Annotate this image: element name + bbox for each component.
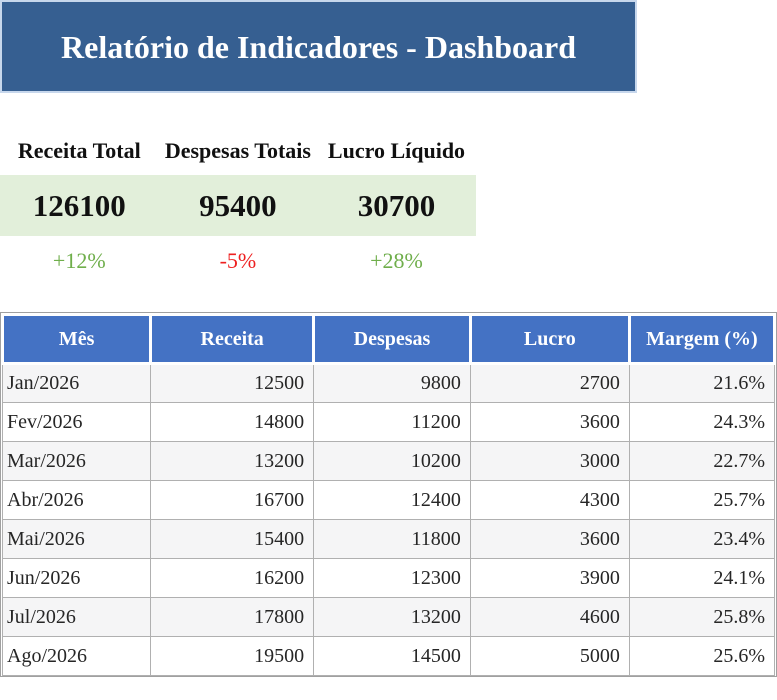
table-row: Jan/2026 12500 9800 2700 21.6% (1, 363, 776, 403)
table-row: Jul/2026 17800 13200 4600 25.8% (1, 597, 776, 637)
table-header-row: Mês Receita Despesas Lucro Margem (%) (0, 313, 777, 365)
value-cell: 25.7% (628, 480, 776, 520)
value-cell: 3600 (469, 402, 630, 442)
kpi-values-row: 126100 95400 30700 (0, 175, 476, 236)
value-cell: 15400 (150, 519, 315, 559)
kpi-deltas-row: +12% -5% +28% (0, 248, 476, 274)
column-header-0: Mês (0, 313, 153, 365)
table-row: Abr/2026 16700 12400 4300 25.7% (1, 480, 776, 520)
value-cell: 13200 (313, 597, 471, 637)
month-cell: Jul/2026 (1, 597, 152, 637)
value-cell: 13200 (150, 441, 315, 481)
value-cell: 3000 (469, 441, 630, 481)
value-cell: 10200 (313, 441, 471, 481)
indicators-table-wrapper: Mês Receita Despesas Lucro Margem (%) Jan/20… (0, 312, 777, 677)
value-cell: 24.1% (628, 558, 776, 598)
value-cell: 22.7% (628, 441, 776, 481)
value-cell: 12300 (313, 558, 471, 598)
month-cell: Mar/2026 (1, 441, 152, 481)
kpi-delta-1: -5% (219, 248, 257, 273)
kpi-value-2: 30700 (357, 187, 436, 223)
value-cell: 11200 (313, 402, 471, 442)
value-cell: 21.6% (628, 363, 776, 403)
value-cell: 9800 (313, 363, 471, 403)
column-header-4: Margem (%) (627, 313, 777, 365)
value-cell: 3900 (469, 558, 630, 598)
value-cell: 14500 (313, 636, 471, 676)
value-cell: 25.8% (628, 597, 776, 637)
value-cell: 17800 (150, 597, 315, 637)
table-row: Jun/2026 16200 12300 3900 24.1% (1, 558, 776, 598)
kpi-value-0: 126100 (32, 187, 126, 223)
value-cell: 2700 (469, 363, 630, 403)
kpi-value-1: 95400 (199, 187, 277, 223)
month-cell: Mai/2026 (1, 519, 152, 559)
kpi-label-2: Lucro Líquido (327, 138, 466, 163)
value-cell: 4300 (469, 480, 630, 520)
value-cell: 16200 (150, 558, 315, 598)
month-cell: Fev/2026 (1, 402, 152, 442)
table-row: Mai/2026 15400 11800 3600 23.4% (1, 519, 776, 559)
value-cell: 24.3% (628, 402, 776, 442)
column-header-1: Receita (149, 313, 316, 365)
value-cell: 5000 (469, 636, 630, 676)
value-cell: 11800 (313, 519, 471, 559)
value-cell: 19500 (150, 636, 315, 676)
table-row: Fev/2026 14800 11200 3600 24.3% (1, 402, 776, 442)
month-cell: Abr/2026 (1, 480, 152, 520)
table-body: Jan/2026 12500 9800 2700 21.6% Fev/2026 14800 1… (1, 363, 776, 676)
report-title-banner: Relatório de Indicadores - Dashboard (0, 0, 637, 93)
kpi-section: Receita Total Despesas Totais Lucro Líquid… (0, 138, 777, 274)
column-header-2: Despesas (312, 313, 472, 365)
value-cell: 23.4% (628, 519, 776, 559)
month-cell: Jan/2026 (1, 363, 152, 403)
kpi-delta-2: +28% (370, 248, 423, 273)
month-cell: Ago/2026 (1, 636, 152, 676)
kpi-labels-row: Receita Total Despesas Totais Lucro Líquid… (0, 138, 476, 164)
column-header-3: Lucro (468, 313, 631, 365)
indicators-table: Mês Receita Despesas Lucro Margem (%) Jan/20… (0, 313, 777, 676)
kpi-label-0: Receita Total (17, 138, 141, 163)
table-row: Ago/2026 19500 14500 5000 25.6% (1, 636, 776, 676)
kpi-delta-0: +12% (52, 248, 106, 273)
table-row: Mar/2026 13200 10200 3000 22.7% (1, 441, 776, 481)
value-cell: 25.6% (628, 636, 776, 676)
page-title: Relatório de Indicadores - Dashboard (61, 28, 576, 65)
value-cell: 12400 (313, 480, 471, 520)
value-cell: 3600 (469, 519, 630, 559)
value-cell: 12500 (150, 363, 315, 403)
month-cell: Jun/2026 (1, 558, 152, 598)
value-cell: 14800 (150, 402, 315, 442)
kpi-label-1: Despesas Totais (164, 138, 311, 163)
value-cell: 4600 (469, 597, 630, 637)
value-cell: 16700 (150, 480, 315, 520)
